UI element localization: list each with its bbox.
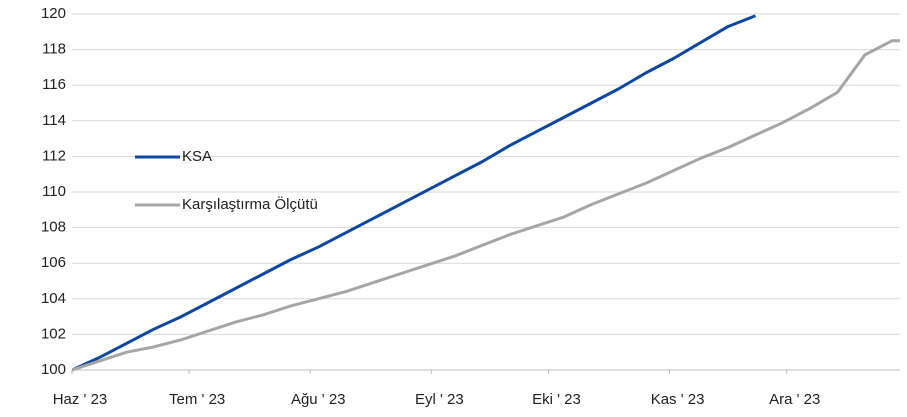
y-tick-label: 114 xyxy=(42,112,66,129)
y-tick-label: 112 xyxy=(42,147,66,164)
y-tick-label: 102 xyxy=(41,325,66,342)
y-tick-label: 106 xyxy=(41,254,66,271)
y-tick-label: 116 xyxy=(42,76,66,93)
y-tick-label: 120 xyxy=(41,5,66,22)
legend-label: Karşılaştırma Ölçütü xyxy=(182,195,318,213)
x-tick-label: Eki ' 23 xyxy=(532,391,581,408)
y-tick-label: 100 xyxy=(41,361,66,378)
x-tick-label: Tem ' 23 xyxy=(169,391,225,408)
series-line xyxy=(72,14,757,372)
y-tick-label: 104 xyxy=(41,290,66,307)
x-tick-label: Kas ' 23 xyxy=(651,391,705,408)
x-tick-label: Eyl ' 23 xyxy=(415,391,464,408)
x-tick-label: Ağu ' 23 xyxy=(291,391,346,408)
x-tick-label: Ara ' 23 xyxy=(769,391,820,408)
series-line xyxy=(72,39,900,372)
legend-label: KSA xyxy=(182,148,212,165)
y-tick-label: 108 xyxy=(41,219,66,236)
y-tick-label: 110 xyxy=(42,183,66,200)
y-tick-label: 118 xyxy=(42,41,66,58)
x-tick-label: Haz ' 23 xyxy=(53,391,108,408)
